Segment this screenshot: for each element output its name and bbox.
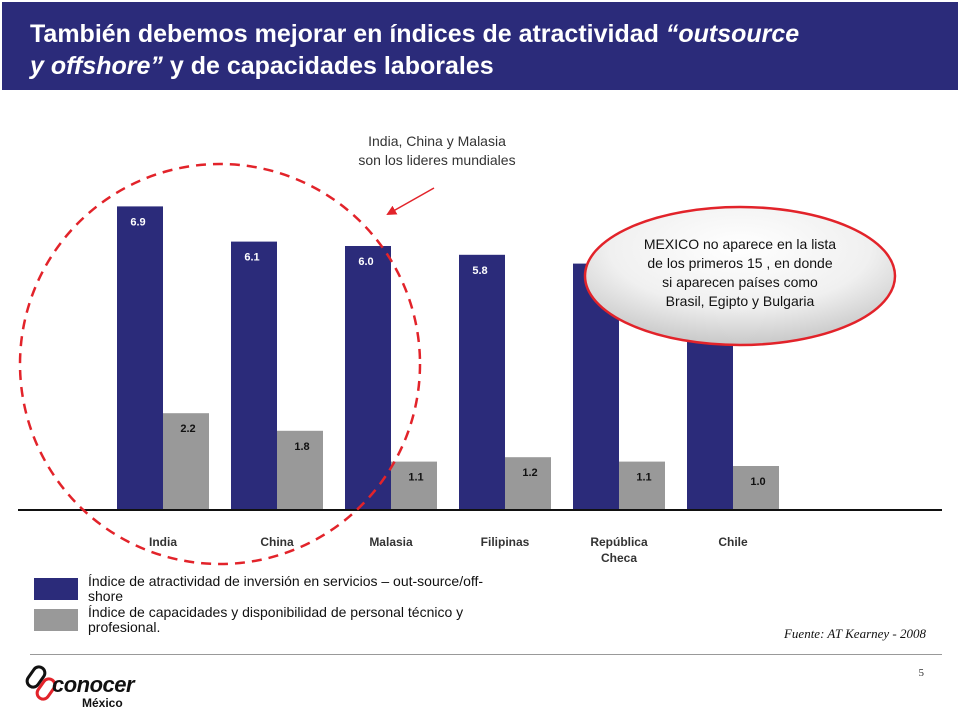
title-italic-2: y offshore” <box>30 52 163 80</box>
legend-label-attractiveness: Índice de atractividad de inversión en s… <box>88 574 588 604</box>
value-label-china-series-2: 1.8 <box>294 441 309 453</box>
leaders-annotation-line-1: India, China y Malasia <box>368 133 506 149</box>
page-number: 5 <box>918 667 925 679</box>
category-label-republica-checa-line-1: República <box>590 535 648 549</box>
conocer-logo: conocer México <box>24 658 154 718</box>
leaders-highlight-circle <box>18 162 422 566</box>
mexico-callout-line-4: Brasil, Egipto y Bulgaria <box>666 293 815 309</box>
value-label-india-series-1: 6.9 <box>130 216 145 228</box>
category-label-china: China <box>260 535 294 549</box>
bar-china-series-1 <box>231 241 277 510</box>
legend-label-capabilities: Índice de capacidades y disponibilidad d… <box>88 605 588 635</box>
legend-capabilities-line-2: profesional. <box>88 619 161 635</box>
value-label-chile-series-2: 1.0 <box>750 476 765 488</box>
value-label-malasia-series-1: 6.0 <box>358 256 373 268</box>
title-italic-1: “outsource <box>665 20 800 48</box>
category-label-filipinas: Filipinas <box>481 535 530 549</box>
bar-republica-checa-series-2 <box>619 461 665 510</box>
value-label-china-series-1: 6.1 <box>244 252 259 264</box>
value-label-filipinas-series-2: 1.2 <box>522 467 537 479</box>
bar-chile-series-2 <box>733 466 779 510</box>
title-part-2: y de capacidades laborales <box>162 52 494 80</box>
category-label-republica-checa-line-2: Checa <box>601 551 637 565</box>
category-label-chile: Chile <box>718 535 748 549</box>
value-label-india-series-2: 2.2 <box>180 423 195 435</box>
category-labels-layer: India China Malasia Filipinas República Checa… <box>149 535 748 565</box>
bar-filipinas-series-1 <box>459 254 505 510</box>
mexico-callout-line-3: si aparecen países como <box>662 274 818 290</box>
bar-india-series-1 <box>117 206 163 510</box>
leaders-arrow <box>386 187 435 215</box>
legend-attractiveness-line-2: shore <box>88 588 124 604</box>
mexico-callout-line-2: de los primeros 15 , en donde <box>647 255 832 271</box>
bar-malasia-series-1 <box>345 246 391 510</box>
page-title: También debemos mejorar en índices de at… <box>30 18 930 82</box>
value-label-malasia-series-2: 1.1 <box>408 472 423 484</box>
bar-malasia-series-2 <box>391 461 437 510</box>
category-label-malasia: Malasia <box>369 535 413 549</box>
legend-capabilities-line-1: Índice de capacidades y disponibilidad d… <box>88 604 464 620</box>
legend-attractiveness-line-1: Índice de atractividad de inversión en s… <box>88 573 484 589</box>
title-part-1: También debemos mejorar en índices de at… <box>30 20 666 48</box>
value-label-filipinas-series-1: 5.8 <box>472 265 487 277</box>
chain-link-icon <box>25 665 57 701</box>
bar-filipinas-series-2 <box>505 457 551 510</box>
mexico-callout-line-1: MEXICO no aparece en la lista <box>644 236 836 252</box>
logo-subtitle: México <box>82 696 123 710</box>
title-banner: También debemos mejorar en índices de at… <box>2 2 958 90</box>
source-note: Fuente: AT Kearney - 2008 <box>783 626 926 641</box>
category-label-india: India <box>149 535 177 549</box>
value-label-republica-checa-series-2: 1.1 <box>636 472 651 484</box>
logo-wordmark: conocer <box>52 672 135 697</box>
leaders-annotation-line-2: son los lideres mundiales <box>358 152 515 168</box>
bar-china-series-2 <box>277 430 323 510</box>
mexico-callout-oval <box>583 205 897 347</box>
bar-india-series-2 <box>163 413 209 510</box>
legend-swatch-attractiveness <box>34 578 78 600</box>
footer-divider <box>30 654 942 655</box>
legend-swatch-capabilities <box>34 609 78 631</box>
bars-layer <box>117 206 779 510</box>
